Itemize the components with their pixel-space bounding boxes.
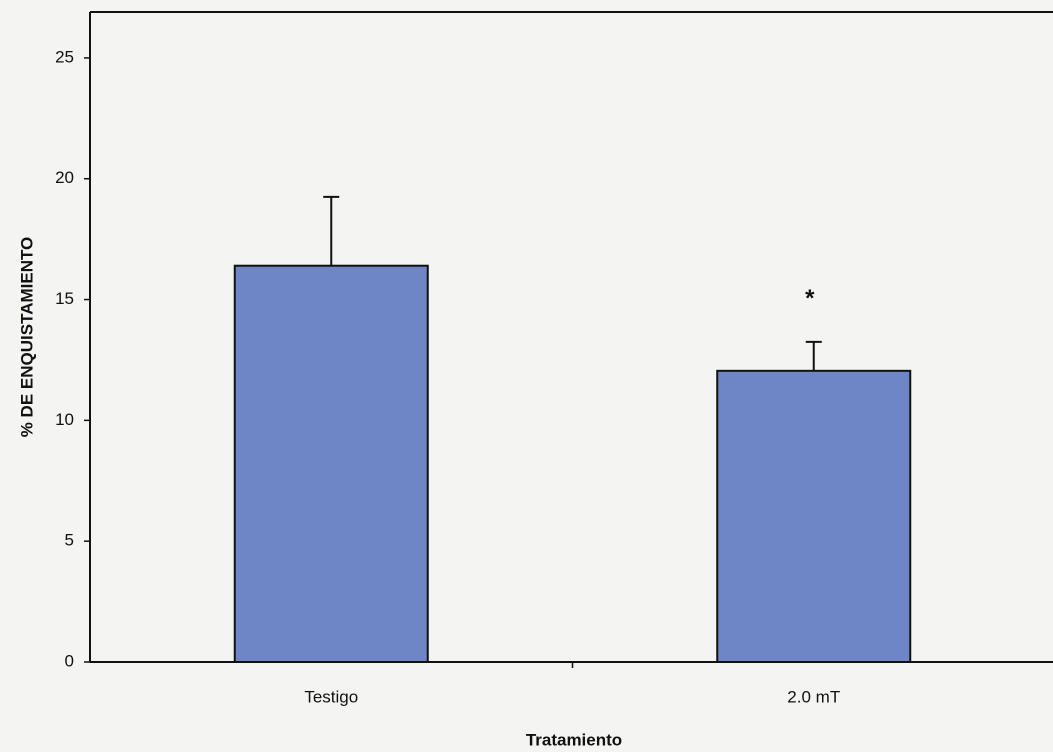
y-tick-label: 20 [55,168,74,187]
y-tick-label: 15 [55,289,74,308]
chart: % DE ENQUISTAMIENTO Tratamiento 0 5 10 15 20… [0,0,1053,752]
page: {"chart_data": {"type": "bar", "categori… [0,0,1053,752]
y-tick-label: 5 [65,531,74,550]
significance-marker: * [805,285,815,312]
x-tick-label: Testigo [304,687,358,706]
error-bar [323,197,339,266]
error-bar [806,342,822,371]
x-axis-label: Tratamiento [526,730,622,749]
y-tick-label: 0 [65,651,74,670]
y-axis-label: % DE ENQUISTAMIENTO [17,237,36,438]
bar [235,266,428,662]
bar [717,371,910,662]
x-tick-label: 2.0 mT [787,687,840,706]
y-tick-label: 10 [55,410,74,429]
y-tick-label: 25 [55,47,74,66]
